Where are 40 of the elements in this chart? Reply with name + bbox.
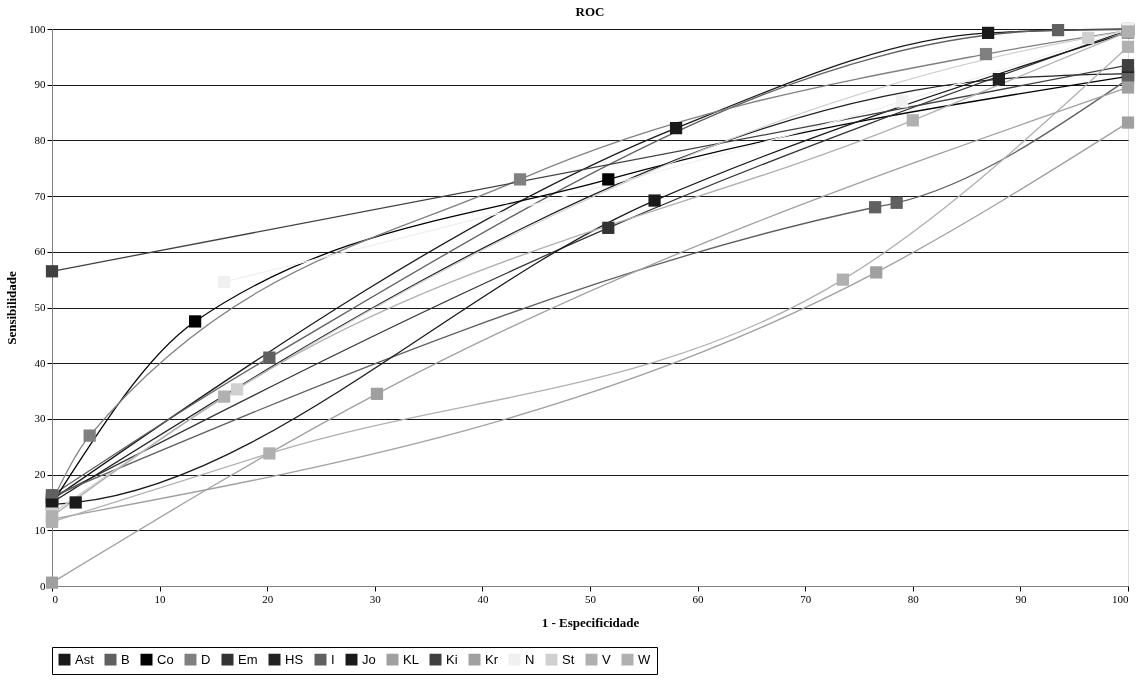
legend-label: B	[121, 651, 130, 667]
x-axis-title: 1 - Especificidade	[541, 614, 640, 630]
y-tick-label: 50	[34, 301, 46, 313]
legend-label: I	[331, 651, 335, 667]
legend-label: HS	[285, 651, 304, 667]
legend-label: Em	[238, 651, 258, 667]
x-tick-label: 30	[369, 592, 382, 605]
legend-label: V	[602, 651, 611, 667]
legend-label: Ast	[75, 651, 95, 667]
legend-label: Jo	[362, 651, 376, 667]
x-tick-label: 70	[800, 592, 812, 605]
y-tick-label: 0	[40, 579, 46, 592]
legend-label: KL	[403, 651, 419, 667]
y-tick-label: 40	[34, 356, 46, 369]
y-tick-label: 60	[34, 245, 46, 258]
y-tick-label: 20	[34, 468, 46, 481]
legend-label: St	[562, 651, 575, 667]
legend-label: Co	[157, 651, 174, 667]
y-tick-label: 70	[34, 189, 46, 202]
y-tick-label: 100	[29, 22, 46, 35]
x-tick-label: 90	[1015, 592, 1027, 605]
x-tick-label: 100	[1112, 592, 1129, 605]
legend-label: Ki	[446, 651, 458, 667]
x-tick-label: 60	[692, 592, 705, 605]
x-tick-label: 80	[907, 592, 920, 605]
chart-title: ROC	[575, 3, 605, 19]
x-tick-label: 10	[154, 592, 167, 605]
y-tick-label: 30	[34, 412, 46, 425]
x-tick-label: 20	[262, 592, 274, 605]
legend-label: N	[525, 651, 535, 667]
y-tick-label: 10	[34, 523, 46, 536]
y-axis-title: Sensibilidade	[4, 270, 19, 345]
legend-label: Kr	[485, 651, 499, 667]
x-tick-label: 40	[477, 592, 489, 605]
legend-label: W	[638, 651, 651, 667]
x-tick-label: 0	[52, 592, 59, 605]
y-tick-label: 80	[34, 133, 46, 146]
y-tick-label: 90	[34, 78, 46, 91]
x-tick-label: 50	[585, 592, 597, 605]
legend-label: D	[201, 651, 211, 667]
